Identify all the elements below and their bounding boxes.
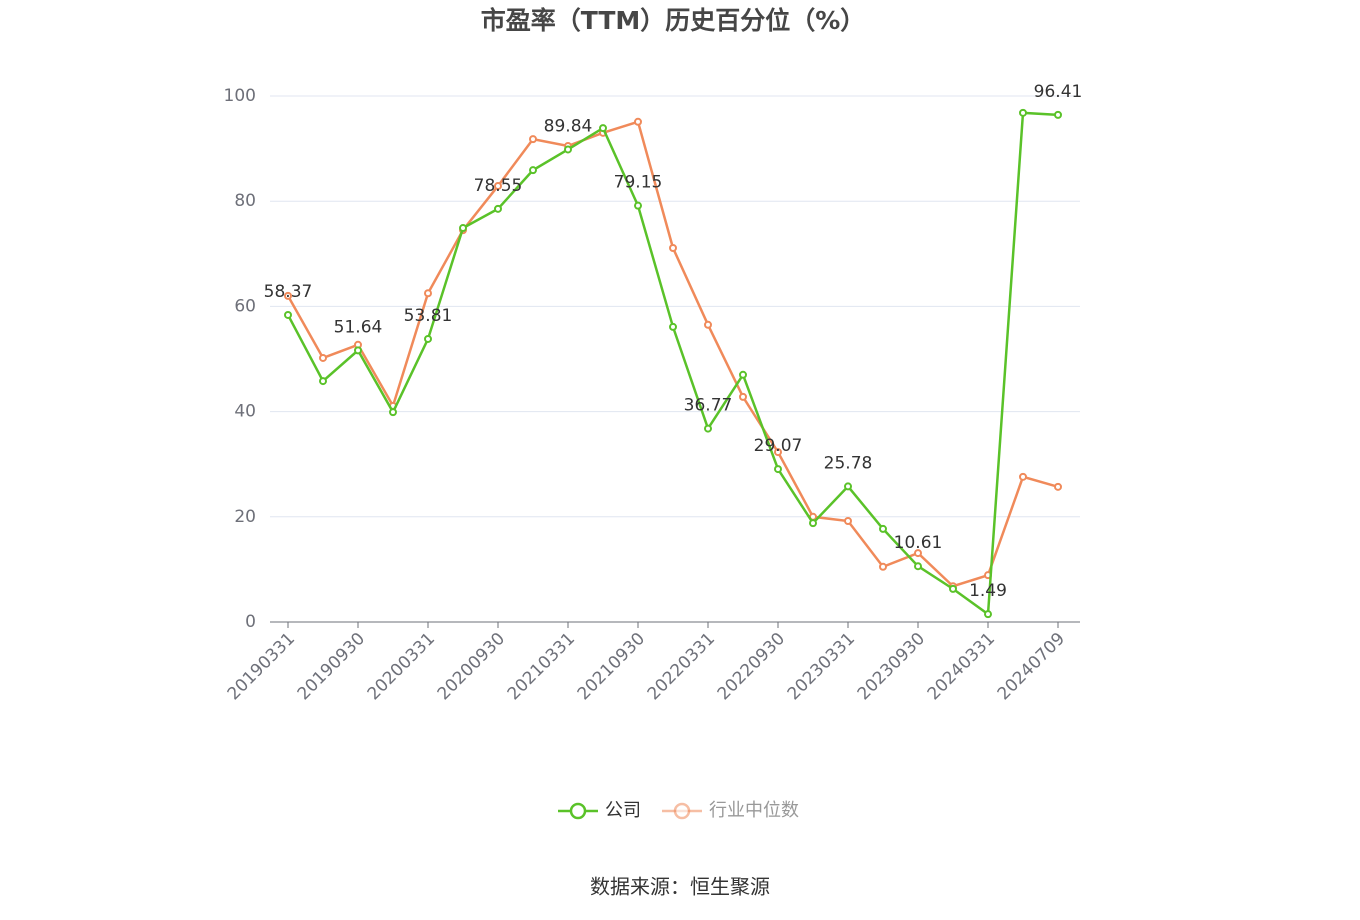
data-point bbox=[284, 291, 292, 300]
data-point bbox=[494, 181, 502, 190]
data-point bbox=[319, 353, 327, 362]
data-point bbox=[704, 424, 712, 433]
data-point bbox=[739, 392, 747, 401]
legend-label: 公司 bbox=[605, 800, 641, 821]
data-point bbox=[1054, 482, 1062, 491]
data-point bbox=[879, 524, 887, 533]
x-tick-label: 20230331 bbox=[784, 629, 859, 704]
data-label: 96.41 bbox=[1034, 82, 1083, 102]
y-tick-label: 0 bbox=[245, 612, 256, 632]
data-point bbox=[564, 145, 572, 154]
data-point bbox=[599, 124, 607, 133]
data-point bbox=[529, 166, 537, 175]
x-tick-label: 20220331 bbox=[644, 629, 719, 704]
data-point bbox=[494, 204, 502, 213]
x-tick-label: 20200930 bbox=[434, 629, 509, 704]
x-tick-label: 20210331 bbox=[504, 629, 579, 704]
y-tick-label: 20 bbox=[234, 507, 256, 527]
data-point bbox=[914, 562, 922, 571]
data-point bbox=[529, 135, 537, 144]
legend-item[interactable]: 公司 bbox=[558, 800, 641, 821]
data-point bbox=[809, 519, 817, 528]
data-point bbox=[949, 584, 957, 593]
legend-marker bbox=[569, 802, 587, 820]
series-line bbox=[286, 111, 1059, 617]
x-tick-label: 20230930 bbox=[854, 629, 929, 704]
data-point bbox=[984, 610, 992, 619]
data-label: 36.77 bbox=[684, 396, 733, 416]
x-tick-label: 20220930 bbox=[714, 629, 789, 704]
data-point bbox=[424, 289, 432, 298]
data-point bbox=[739, 370, 747, 379]
data-point bbox=[669, 322, 677, 331]
data-label: 51.64 bbox=[334, 317, 383, 337]
data-point bbox=[284, 310, 292, 319]
data-label: 58.37 bbox=[264, 282, 313, 302]
x-tick-label: 20210930 bbox=[574, 629, 649, 704]
data-point bbox=[879, 562, 887, 571]
data-label: 1.49 bbox=[969, 581, 1007, 601]
y-tick-label: 60 bbox=[234, 296, 256, 316]
x-tick-label: 20200331 bbox=[364, 629, 439, 704]
chart-title: 市盈率（TTM）历史百分位（%） bbox=[481, 6, 866, 35]
y-tick-label: 80 bbox=[234, 191, 256, 211]
data-point bbox=[634, 117, 642, 126]
data-label: 89.84 bbox=[544, 116, 593, 136]
y-tick-label: 40 bbox=[234, 402, 256, 422]
source: 数据来源：恒生聚源 bbox=[590, 875, 770, 899]
data-point bbox=[1019, 108, 1027, 117]
data-point bbox=[319, 377, 327, 386]
data-label: 53.81 bbox=[404, 306, 453, 326]
x-tick-label: 20240331 bbox=[924, 629, 999, 704]
data-point bbox=[774, 465, 782, 474]
data-point bbox=[669, 244, 677, 253]
data-label: 25.78 bbox=[824, 453, 873, 473]
data-point bbox=[844, 482, 852, 491]
data-label: 29.07 bbox=[754, 436, 803, 456]
data-point bbox=[389, 408, 397, 417]
y-tick-label: 100 bbox=[224, 86, 256, 106]
data-point bbox=[914, 549, 922, 558]
data-point bbox=[634, 201, 642, 210]
data-point bbox=[704, 320, 712, 329]
x-tick-label: 20240709 bbox=[994, 629, 1069, 704]
data-label: 10.61 bbox=[894, 533, 943, 553]
data-point bbox=[459, 224, 467, 233]
legend-label: 行业中位数 bbox=[709, 800, 799, 821]
x-tick-label: 20190930 bbox=[294, 629, 369, 704]
data-point bbox=[844, 517, 852, 526]
data-point bbox=[424, 334, 432, 343]
data-point bbox=[1019, 472, 1027, 481]
legend-item[interactable]: 行业中位数 bbox=[662, 800, 799, 821]
data-label: 78.55 bbox=[474, 176, 523, 196]
data-point bbox=[354, 346, 362, 355]
x-tick-label: 20190331 bbox=[224, 629, 299, 704]
data-label: 79.15 bbox=[614, 173, 663, 193]
legend-marker bbox=[673, 802, 691, 820]
data-point bbox=[774, 448, 782, 457]
data-point bbox=[1054, 110, 1062, 119]
